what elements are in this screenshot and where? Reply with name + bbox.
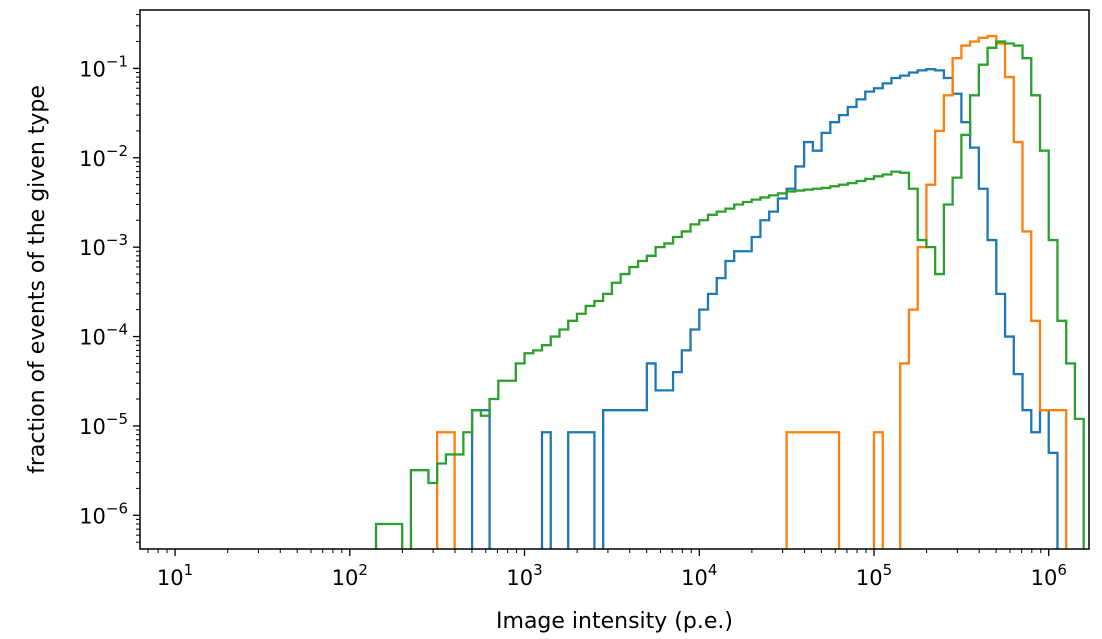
- series-line-0: [470, 68, 1059, 549]
- x-tick-label: 105: [856, 561, 892, 590]
- y-axis-ticks: 10−6 10−5 10−4 10−3 10−2 10−1: [79, 14, 140, 543]
- y-tick-label: 10−4: [79, 321, 128, 350]
- series-line-1: [436, 34, 1068, 549]
- x-axis-title: Image intensity (p.e.): [496, 609, 733, 634]
- x-tick-label: 101: [157, 561, 193, 590]
- x-tick-label: 104: [681, 561, 717, 590]
- x-tick-label: 103: [506, 561, 542, 590]
- series-line-2: [374, 40, 1085, 549]
- y-tick-label: 10−6: [79, 499, 128, 528]
- y-tick-label: 10−5: [79, 410, 128, 439]
- x-axis-ticks: 101 102 103 104 105 106: [147, 549, 1067, 590]
- y-tick-label: 10−3: [79, 231, 128, 260]
- y-tick-label: 10−2: [79, 142, 128, 171]
- x-tick-label: 102: [332, 561, 368, 590]
- y-axis-title: fraction of events of the given type: [25, 85, 50, 474]
- series-layer: [374, 34, 1085, 549]
- x-tick-label: 106: [1031, 561, 1067, 590]
- plot-frame: [139, 9, 1090, 550]
- y-tick-label: 10−1: [79, 52, 128, 81]
